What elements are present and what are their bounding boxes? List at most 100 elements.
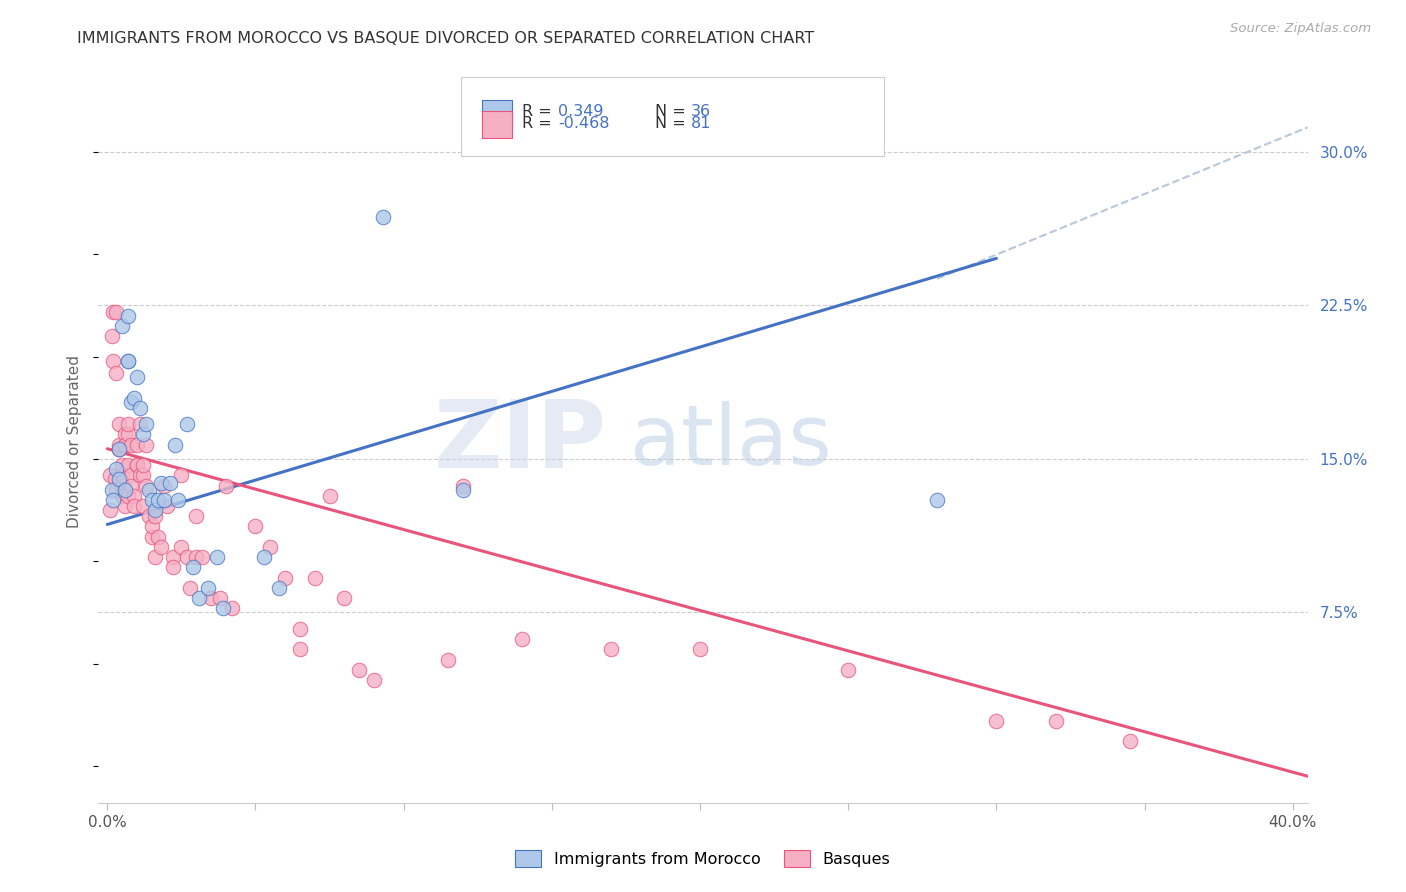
Point xyxy=(132,458,155,472)
Point xyxy=(304,571,326,585)
Point xyxy=(138,483,160,497)
Point xyxy=(103,304,125,318)
Point xyxy=(108,472,131,486)
FancyBboxPatch shape xyxy=(461,77,884,156)
Point xyxy=(98,503,121,517)
Point xyxy=(129,401,152,415)
Point xyxy=(125,458,148,472)
Point xyxy=(1045,714,1067,728)
Point xyxy=(117,458,139,472)
Point xyxy=(111,468,134,483)
Point xyxy=(181,560,204,574)
Point xyxy=(259,540,281,554)
Point xyxy=(100,483,122,497)
Point xyxy=(141,492,163,507)
Point xyxy=(208,591,231,606)
Text: -0.468: -0.468 xyxy=(558,116,609,131)
Text: R =: R = xyxy=(522,116,557,131)
Point xyxy=(149,476,172,491)
Point xyxy=(141,530,163,544)
Point xyxy=(200,591,222,606)
Point xyxy=(170,468,193,483)
Point xyxy=(197,581,219,595)
Point xyxy=(108,442,131,456)
Point xyxy=(245,519,267,533)
Point xyxy=(215,478,238,492)
Point xyxy=(122,391,145,405)
Point xyxy=(122,499,145,513)
Point xyxy=(117,427,139,442)
Point xyxy=(155,499,177,513)
Text: N =: N = xyxy=(655,103,690,119)
Point xyxy=(186,509,208,524)
Point xyxy=(146,530,169,544)
Point xyxy=(152,478,174,492)
Y-axis label: Divorced or Separated: Divorced or Separated xyxy=(67,355,83,528)
Point xyxy=(103,492,125,507)
Point xyxy=(125,437,148,451)
Point xyxy=(165,437,187,451)
Point xyxy=(114,437,136,451)
FancyBboxPatch shape xyxy=(482,111,512,138)
Point xyxy=(101,353,124,368)
Point xyxy=(117,417,139,431)
Point xyxy=(274,571,297,585)
Point xyxy=(111,489,134,503)
Point xyxy=(111,458,134,472)
Point xyxy=(451,478,474,492)
Point xyxy=(288,642,311,657)
Text: IMMIGRANTS FROM MOROCCO VS BASQUE DIVORCED OR SEPARATED CORRELATION CHART: IMMIGRANTS FROM MOROCCO VS BASQUE DIVORC… xyxy=(77,31,814,46)
Point xyxy=(120,478,142,492)
Point xyxy=(288,622,311,636)
Point xyxy=(837,663,859,677)
Point xyxy=(98,468,121,483)
Point xyxy=(114,499,136,513)
Point xyxy=(143,509,166,524)
Point xyxy=(117,489,139,503)
Point xyxy=(114,437,136,451)
Point xyxy=(120,437,142,451)
Text: 36: 36 xyxy=(690,103,711,119)
Point xyxy=(159,476,181,491)
Point xyxy=(188,591,211,606)
Point xyxy=(212,601,235,615)
Point xyxy=(105,366,128,380)
Point xyxy=(186,550,208,565)
Point xyxy=(152,492,174,507)
Point xyxy=(125,458,148,472)
Point xyxy=(927,492,949,507)
Point xyxy=(146,492,169,507)
Point xyxy=(135,437,157,451)
Point xyxy=(132,427,155,442)
Point xyxy=(117,353,139,368)
Point xyxy=(451,483,474,497)
Point xyxy=(179,581,201,595)
Point xyxy=(132,499,155,513)
Point xyxy=(120,394,142,409)
Point xyxy=(117,353,139,368)
Point xyxy=(135,417,157,431)
Point xyxy=(105,483,128,497)
Point xyxy=(114,427,136,442)
Point xyxy=(120,468,142,483)
Point xyxy=(689,642,711,657)
Point xyxy=(221,601,243,615)
Text: atlas: atlas xyxy=(630,401,832,482)
Point xyxy=(108,442,131,456)
Point xyxy=(149,540,172,554)
Point xyxy=(129,468,152,483)
Point xyxy=(162,550,184,565)
Point xyxy=(600,642,623,657)
Point xyxy=(176,550,198,565)
Point xyxy=(122,489,145,503)
Point xyxy=(108,442,131,456)
Point xyxy=(191,550,214,565)
Point xyxy=(117,309,139,323)
Text: Source: ZipAtlas.com: Source: ZipAtlas.com xyxy=(1230,22,1371,36)
Point xyxy=(318,489,340,503)
Point xyxy=(132,468,155,483)
Point xyxy=(333,591,356,606)
Point xyxy=(100,329,122,343)
Point xyxy=(986,714,1008,728)
Point xyxy=(269,581,291,595)
